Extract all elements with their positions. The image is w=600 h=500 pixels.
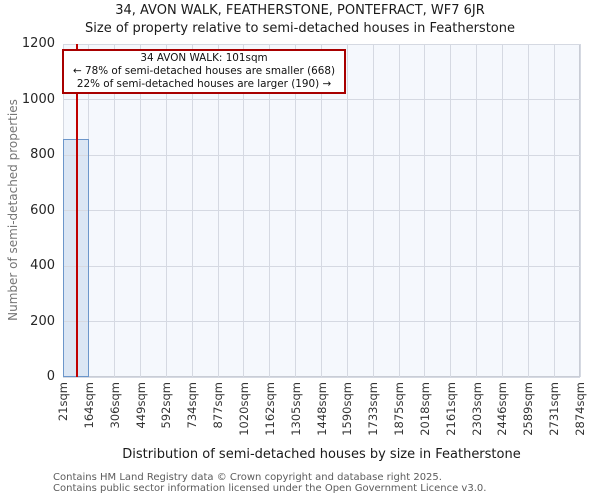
- annotation-larger-share: 22% of semi-detached houses are larger (…: [76, 77, 332, 90]
- x-tick-label: 2303sqm: [469, 382, 484, 436]
- annotation-property-size: 34 AVON WALK: 101sqm: [140, 52, 268, 64]
- y-tick-label: 200: [30, 313, 55, 329]
- x-axis-label: Distribution of semi-detached houses by …: [122, 447, 521, 462]
- x-tick-label: 164sqm: [81, 382, 96, 429]
- x-tick-label: 306sqm: [107, 382, 122, 429]
- gridline-horizontal: [63, 321, 580, 322]
- chart-subtitle: Size of property relative to semi-detach…: [85, 21, 515, 36]
- x-tick-label: 2731sqm: [547, 382, 562, 436]
- gridline-horizontal: [63, 210, 580, 211]
- y-tick-label: 600: [30, 202, 55, 218]
- x-tick-label: 1020sqm: [236, 382, 251, 436]
- x-tick-label: 1733sqm: [366, 382, 381, 436]
- gridline-horizontal: [63, 376, 580, 378]
- gridline-horizontal: [63, 99, 580, 100]
- x-tick-label: 592sqm: [159, 382, 174, 429]
- marker-annotation-box: 34 AVON WALK: 101sqm ← 78% of semi-detac…: [62, 49, 346, 95]
- x-tick-label: 1590sqm: [340, 382, 355, 436]
- x-tick-label: 21sqm: [56, 382, 70, 422]
- x-tick-label: 734sqm: [185, 382, 200, 429]
- x-tick-label: 1448sqm: [314, 382, 329, 436]
- property-size-marker-line: [76, 44, 79, 377]
- attribution-hm-land-registry: Contains HM Land Registry data © Crown c…: [53, 472, 442, 483]
- gridline-horizontal: [63, 43, 580, 45]
- x-tick-label: 1305sqm: [288, 382, 303, 436]
- chart-title: 34, AVON WALK, FEATHERSTONE, PONTEFRACT,…: [115, 3, 485, 18]
- x-tick-label: 2874sqm: [573, 382, 587, 436]
- annotation-smaller-share: ← 78% of semi-detached houses are smalle…: [72, 64, 336, 77]
- y-tick-label: 1200: [21, 36, 55, 51]
- x-tick-label: 1162sqm: [262, 382, 277, 436]
- y-tick-label: 800: [30, 147, 55, 162]
- y-tick-label: 1000: [21, 91, 55, 107]
- gridline-vertical: [579, 44, 581, 377]
- x-tick-label: 2446sqm: [495, 382, 510, 436]
- x-tick-label: 1875sqm: [392, 382, 407, 436]
- x-tick-label: 2161sqm: [443, 382, 458, 436]
- plot-area: [62, 43, 581, 378]
- x-tick-label: 2589sqm: [521, 382, 536, 436]
- histogram-bar-border: [63, 138, 89, 377]
- y-tick-label: 0: [46, 369, 55, 384]
- gridline-horizontal: [63, 154, 580, 156]
- x-tick-label: 2018sqm: [417, 382, 432, 436]
- attribution-open-government-licence: Contains public sector information licen…: [53, 483, 487, 494]
- x-tick-label: 877sqm: [211, 382, 226, 429]
- y-tick-label: 400: [30, 258, 55, 273]
- gridline-horizontal: [63, 265, 580, 267]
- x-tick-label: 449sqm: [133, 382, 148, 429]
- histogram-bar: [63, 138, 89, 377]
